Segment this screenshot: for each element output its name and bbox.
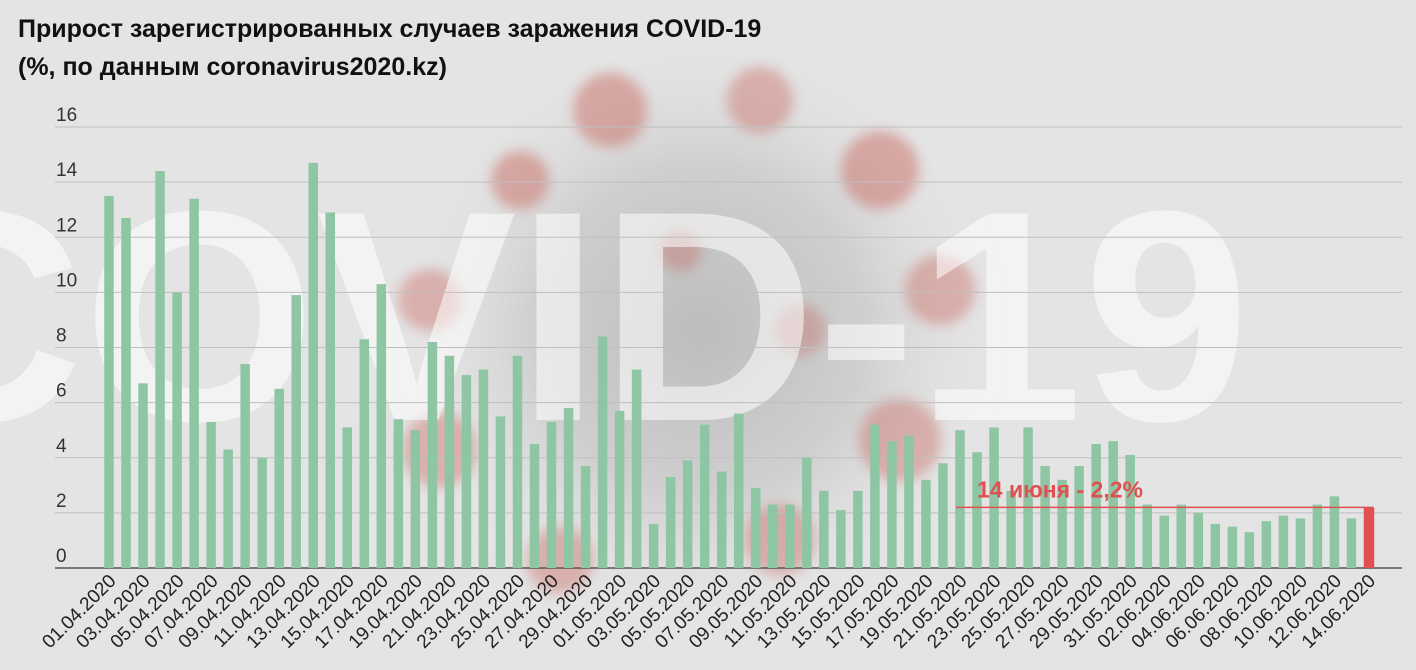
y-tick-label: 16 [56,105,77,126]
bar [1159,515,1169,568]
y-tick-label: 8 [56,326,67,347]
bar [597,336,608,568]
y-tick-label: 0 [56,546,67,567]
y-tick-label: 10 [56,270,77,291]
bar [376,284,387,568]
bar [1244,532,1255,568]
bar [104,195,114,568]
bar [410,430,421,568]
grid-lines [55,126,1402,569]
bar [257,457,267,568]
bar [1278,515,1289,568]
bar [870,424,880,568]
bars [104,162,1375,569]
bar [785,504,795,568]
bar [989,427,999,568]
bar [631,369,642,568]
bar [393,419,404,568]
bar [1227,526,1238,568]
chart-title-line2: (%, по данным coronavirus2020.kz) [18,53,447,81]
bar [1091,443,1101,568]
bar [529,443,540,568]
bar [751,488,761,568]
bar [1346,518,1357,568]
bar [427,341,438,568]
highlighted-bar [1363,507,1375,568]
bar [614,410,625,568]
bar [1074,466,1084,568]
bar [1261,521,1272,568]
y-tick-label: 2 [56,491,67,512]
bar [223,449,233,568]
bar [138,383,148,568]
bar [240,364,250,568]
annotation-label: 14 июня - 2,2% [977,476,1143,502]
bar [461,375,472,568]
bar [802,457,812,568]
bar [853,490,863,568]
bar [172,292,182,568]
bar [155,171,165,568]
bar [478,369,489,568]
bar [1006,490,1016,568]
bar [1040,466,1050,568]
bar [1210,523,1221,568]
bar [665,477,676,568]
x-axis: 01.04.202003.04.202005.04.202007.04.2020… [38,571,1380,653]
bar [512,355,523,568]
bar [1295,518,1306,568]
bar [189,198,199,568]
y-tick-label: 14 [56,160,78,181]
bar [836,510,846,568]
bar [308,162,318,569]
bar [938,463,948,568]
bar [972,452,982,568]
bar [1125,454,1135,568]
chart-title: Прирост зарегистрированных случаев зараж… [18,10,761,86]
bar [768,504,778,568]
bar [580,466,591,568]
bar [1312,504,1323,568]
bar [563,408,574,568]
bar [1329,496,1340,568]
bar [342,427,353,568]
bar [733,413,744,568]
bar [274,388,284,568]
bar [1108,441,1118,568]
bar [1142,504,1152,568]
bar [1057,479,1067,568]
bar [121,217,131,569]
bar [444,355,455,568]
bar [921,479,931,568]
bar [1176,504,1187,568]
y-axis: 0 2 4 6 8 10 12 14 16 [56,105,78,567]
y-tick-label: 12 [56,215,77,236]
bar [819,490,829,568]
bar [904,435,914,568]
bar [955,430,965,568]
bar [699,424,710,568]
bar [325,212,336,568]
bar [716,471,727,568]
bar [1023,427,1033,568]
bar [359,339,370,568]
y-tick-label: 4 [56,436,67,457]
bar [206,421,216,568]
y-tick-label: 6 [56,381,67,402]
bar [495,416,506,568]
bar [887,441,897,568]
bar [546,421,557,568]
annotation: 14 июня - 2,2% [956,476,1374,509]
bar [291,295,301,568]
chart-title-line1: Прирост зарегистрированных случаев зараж… [18,15,762,43]
bar [648,523,659,568]
bar [682,460,693,568]
bar [1193,512,1204,568]
